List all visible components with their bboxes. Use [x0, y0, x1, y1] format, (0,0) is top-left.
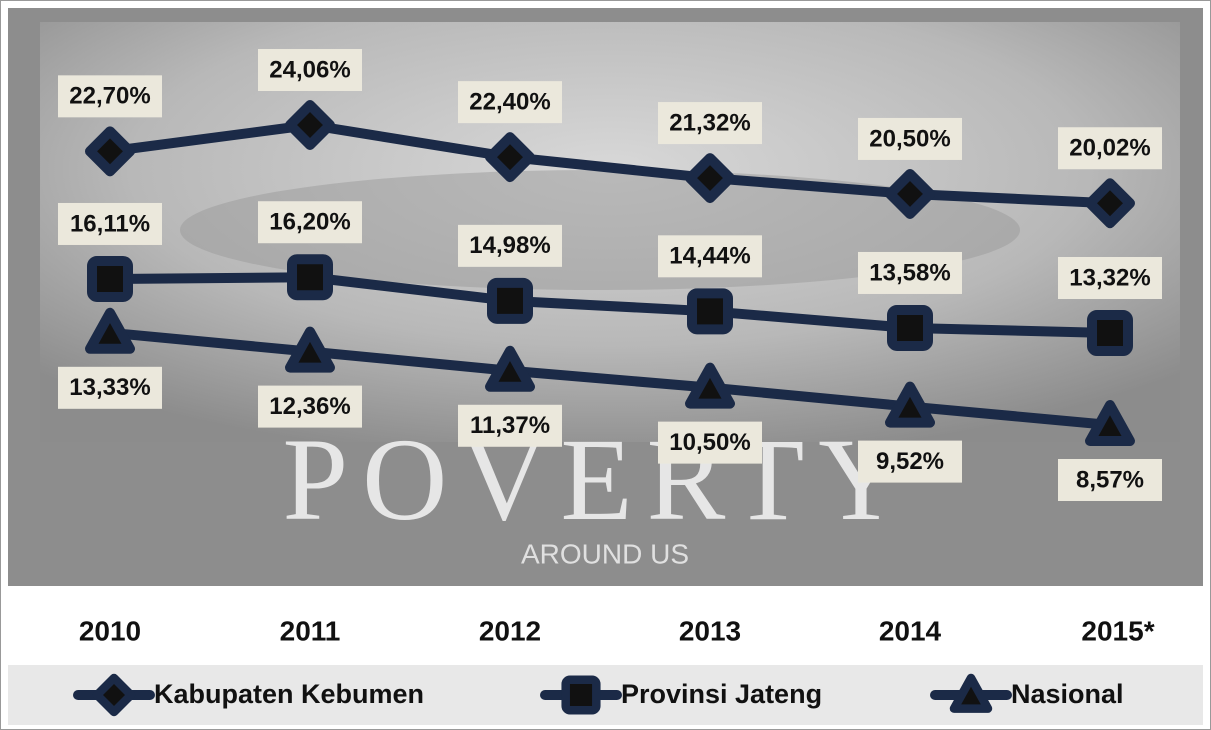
data-label: 20,02% — [1069, 135, 1150, 162]
data-label: 13,58% — [869, 259, 950, 286]
x-tick-label: 2011 — [280, 615, 341, 646]
data-label: 16,11% — [70, 210, 150, 237]
data-label: 20,50% — [869, 125, 950, 152]
background-subtitle: AROUND US — [521, 538, 689, 569]
x-tick-label: 2012 — [479, 615, 541, 646]
data-point — [292, 259, 328, 295]
data-label: 11,37% — [470, 412, 550, 439]
chart: POVERTY AROUND US 22,70% 24,06% 22,40% 21,3… — [0, 0, 1211, 730]
data-point — [892, 310, 928, 346]
data-point — [1092, 315, 1128, 351]
data-label: 13,33% — [69, 374, 150, 401]
legend-label: Provinsi Jateng — [621, 679, 822, 709]
data-label: 24,06% — [269, 56, 350, 83]
data-label: 10,50% — [669, 429, 750, 456]
data-label: 22,40% — [469, 88, 550, 115]
data-label: 8,57% — [1076, 466, 1144, 493]
data-label: 14,44% — [669, 243, 750, 270]
data-label: 13,32% — [1069, 264, 1150, 291]
data-label: 16,20% — [269, 209, 350, 236]
data-label: 21,32% — [669, 109, 750, 136]
x-tick-label: 2015* — [1081, 615, 1154, 646]
background-title: POVERTY — [282, 414, 917, 545]
data-label: 9,52% — [876, 448, 944, 475]
x-tick-label: 2013 — [679, 615, 741, 646]
data-point — [92, 261, 128, 297]
data-point — [692, 293, 728, 329]
x-tick-label: 2014 — [879, 615, 942, 646]
legend-label: Nasional — [1011, 679, 1124, 709]
legend-marker — [566, 680, 597, 711]
x-tick-label: 2010 — [79, 615, 141, 646]
data-point — [492, 283, 528, 319]
legend-label: Kabupaten Kebumen — [154, 679, 424, 709]
data-label: 22,70% — [69, 83, 150, 110]
data-label: 12,36% — [269, 393, 350, 420]
data-label: 14,98% — [469, 232, 550, 259]
